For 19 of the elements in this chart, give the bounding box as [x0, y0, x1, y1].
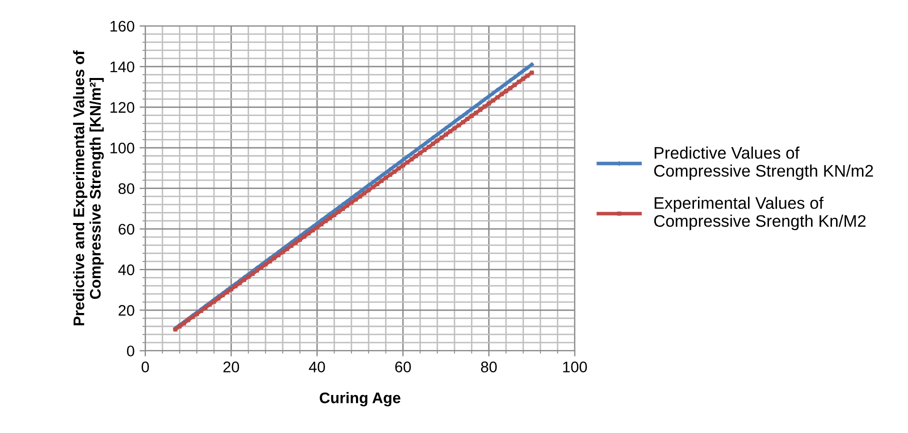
y-tick-label: 80 [118, 183, 134, 194]
y-tick-label: 20 [118, 305, 134, 316]
x-tick-label: 0 [142, 362, 149, 372]
y-tick-label: 0 [126, 346, 134, 356]
x-tick-label: 60 [395, 362, 411, 372]
legend-label: Predictive Values of Compressive Strength KN/m2 [654, 146, 873, 180]
x-axis-title: Curing Age [320, 392, 400, 406]
x-tick-label: 80 [481, 362, 497, 372]
x-tick-label: 20 [223, 362, 240, 372]
x-tick-label: 40 [308, 362, 325, 372]
y-tick-label: 120 [110, 102, 134, 113]
x-tick-label: 100 [563, 362, 587, 372]
y-tick-label: 40 [118, 264, 134, 276]
y-tick-label: 140 [110, 61, 134, 72]
y-axis-title: Predictive and Experimental Values of Compressive Strength [KN/m²] [73, 50, 104, 326]
legend-label: Experimental Values of Compressive Srength Kn/M2 [654, 196, 866, 230]
y-tick-label: 60 [118, 224, 134, 235]
y-tick-label: 160 [110, 20, 134, 32]
y-tick-label: 100 [110, 142, 134, 154]
